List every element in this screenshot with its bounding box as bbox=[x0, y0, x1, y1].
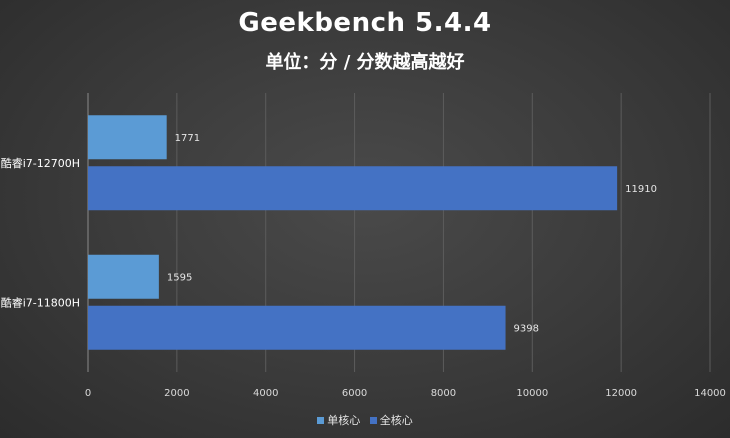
x-tick-label: 14000 bbox=[694, 388, 726, 399]
category-labels: 酷睿i7-12700H 酷睿i7-11800H bbox=[1, 156, 80, 310]
chart-title: Geekbench 5.4.4 bbox=[238, 8, 492, 38]
legend-item-single: 单核心 bbox=[317, 412, 360, 428]
x-tick-label: 12000 bbox=[605, 388, 637, 399]
legend-label-multi: 全核心 bbox=[379, 414, 413, 427]
category-label: 酷睿i7-12700H bbox=[1, 156, 80, 170]
bar-0-0 bbox=[88, 115, 167, 160]
x-tick-label: 0 bbox=[85, 388, 91, 399]
chart-subtitle: 单位：分 / 分数越高越好 bbox=[265, 52, 465, 73]
x-tick-label: 6000 bbox=[342, 388, 367, 399]
data-label: 1595 bbox=[167, 272, 192, 283]
legend-item-multi: 全核心 bbox=[369, 412, 413, 428]
category-label: 酷睿i7-11800H bbox=[1, 295, 80, 309]
legend-swatch-single bbox=[317, 416, 325, 424]
legend: 单核心 全核心 bbox=[0, 412, 730, 428]
x-tick-label: 2000 bbox=[164, 388, 189, 399]
data-label: 11910 bbox=[625, 184, 657, 195]
x-axis-ticks: 0 2000 4000 6000 8000 10000 12000 14000 bbox=[85, 388, 726, 399]
data-label: 1771 bbox=[175, 133, 200, 144]
bars bbox=[88, 115, 618, 350]
x-tick-label: 4000 bbox=[253, 388, 278, 399]
data-labels: 1771 11910 1595 9398 bbox=[167, 133, 657, 335]
bar-1-1 bbox=[88, 305, 506, 350]
legend-label-single: 单核心 bbox=[327, 414, 361, 427]
legend-swatch-multi bbox=[369, 416, 377, 424]
x-tick-label: 8000 bbox=[431, 388, 456, 399]
bar-0-1 bbox=[88, 166, 618, 211]
data-label: 9398 bbox=[514, 323, 539, 334]
bar-1-0 bbox=[88, 254, 159, 299]
x-tick-label: 10000 bbox=[516, 388, 548, 399]
